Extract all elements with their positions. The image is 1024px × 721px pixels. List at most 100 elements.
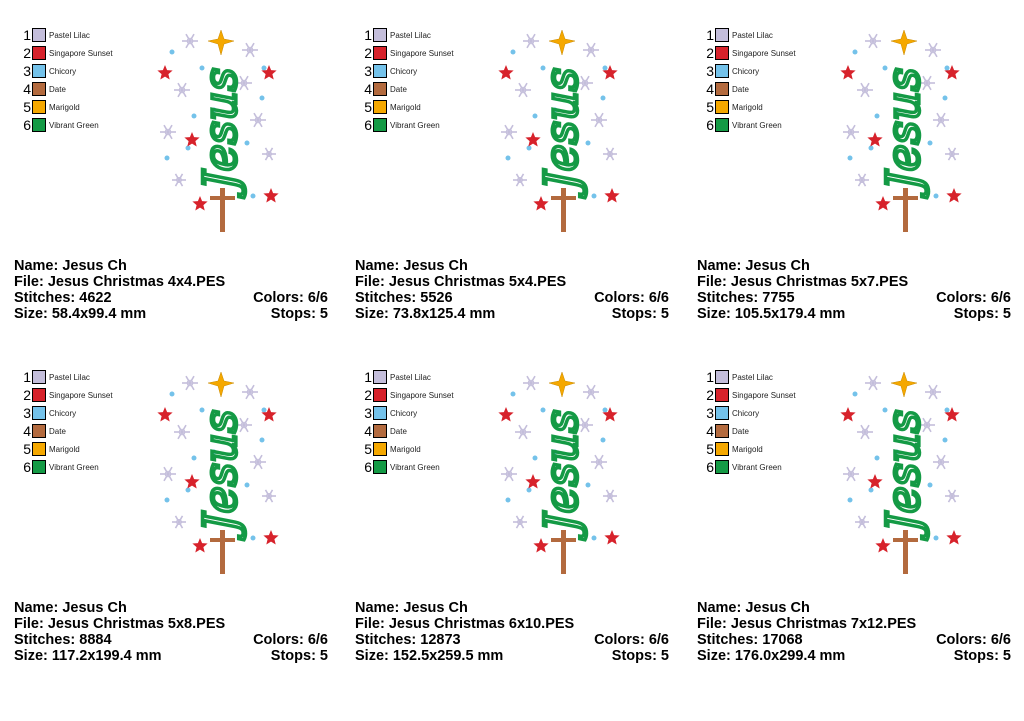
design-name: Name: Jesus Ch bbox=[14, 600, 127, 616]
color-name: Marigold bbox=[732, 444, 763, 454]
snowflake-icon bbox=[583, 42, 599, 58]
thread-color-row: 3 Chicory bbox=[361, 62, 454, 80]
snowflake-icon bbox=[513, 173, 527, 187]
bead-dot bbox=[882, 65, 888, 71]
color-number: 3 bbox=[364, 405, 372, 421]
bead-dot bbox=[250, 193, 256, 199]
color-number: 3 bbox=[364, 63, 372, 79]
bead-dot bbox=[894, 449, 900, 455]
stop-count: Stops: 5 bbox=[953, 306, 1011, 322]
bead-dot bbox=[510, 49, 516, 55]
snowflake-icon bbox=[603, 489, 617, 503]
color-name: Vibrant Green bbox=[49, 120, 99, 130]
color-swatch bbox=[373, 64, 387, 78]
thread-color-row: 6 Vibrant Green bbox=[703, 458, 796, 476]
color-number: 6 bbox=[706, 117, 714, 133]
snowflake-icon bbox=[857, 82, 873, 98]
thread-color-row: 2 Singapore Sunset bbox=[703, 44, 795, 62]
color-swatch bbox=[373, 370, 387, 384]
red-star-icon bbox=[946, 188, 962, 203]
red-star-icon bbox=[875, 196, 891, 211]
thread-color-row: 2 Singapore Sunset bbox=[20, 386, 112, 404]
color-count: Colors: 6/6 bbox=[594, 632, 669, 648]
cross-icon bbox=[903, 530, 908, 574]
jesus-lettering: Jesus bbox=[534, 409, 588, 540]
design-info: Name: Jesus Ch File: Jesus Christmas 7x1… bbox=[697, 600, 1011, 664]
bead-dot bbox=[847, 155, 853, 161]
bead-dot bbox=[933, 193, 939, 199]
snowflake-icon bbox=[250, 454, 266, 470]
bead-dot bbox=[199, 65, 205, 71]
design-name: Name: Jesus Ch bbox=[697, 258, 810, 274]
thread-color-row: 1 Pastel Lilac bbox=[703, 368, 796, 386]
thread-color-row: 4 Date bbox=[361, 80, 454, 98]
cross-icon bbox=[220, 188, 225, 232]
color-number: 6 bbox=[706, 459, 714, 475]
thread-color-row: 1 Pastel Lilac bbox=[361, 368, 454, 386]
embroidery-design-preview: Jesus bbox=[498, 371, 620, 574]
color-name: Vibrant Green bbox=[732, 462, 782, 472]
color-number: 4 bbox=[364, 423, 372, 439]
bead-dot bbox=[540, 407, 546, 413]
design-name: Name: Jesus Ch bbox=[14, 258, 127, 274]
cross-icon bbox=[903, 188, 908, 232]
snowflake-icon bbox=[945, 489, 959, 503]
color-name: Marigold bbox=[49, 444, 80, 454]
color-number: 1 bbox=[364, 369, 372, 385]
snowflake-icon bbox=[523, 375, 539, 391]
bead-dot bbox=[847, 497, 853, 503]
gold-star-icon bbox=[890, 371, 918, 398]
bead-dot bbox=[944, 65, 950, 71]
color-number: 1 bbox=[23, 369, 31, 385]
snowflake-icon bbox=[591, 112, 607, 128]
color-swatch bbox=[373, 388, 387, 402]
bead-dot bbox=[505, 155, 511, 161]
snowflake-icon bbox=[855, 173, 869, 187]
color-number: 1 bbox=[706, 27, 714, 43]
color-name: Marigold bbox=[390, 444, 421, 454]
color-number: 5 bbox=[23, 99, 31, 115]
color-number: 4 bbox=[706, 423, 714, 439]
snowflake-icon bbox=[855, 515, 869, 529]
snowflake-icon bbox=[262, 489, 276, 503]
color-name: Chicory bbox=[390, 408, 418, 418]
bead-dot bbox=[169, 391, 175, 397]
color-swatch bbox=[32, 46, 46, 60]
design-file: File: Jesus Christmas 5x7.PES bbox=[697, 274, 909, 290]
color-name: Pastel Lilac bbox=[49, 30, 90, 40]
color-swatch bbox=[715, 370, 729, 384]
bead-dot bbox=[600, 437, 606, 443]
red-star-icon bbox=[184, 132, 200, 147]
cross-icon bbox=[220, 530, 225, 574]
design-file: File: Jesus Christmas 7x12.PES bbox=[697, 616, 917, 632]
red-star-icon bbox=[263, 530, 279, 545]
bead-dot bbox=[552, 107, 558, 113]
thread-color-row: 2 Singapore Sunset bbox=[361, 44, 453, 62]
bead-dot bbox=[894, 107, 900, 113]
thread-color-row: 3 Chicory bbox=[20, 404, 113, 422]
gold-star-icon bbox=[207, 29, 235, 56]
thread-color-row: 3 Chicory bbox=[703, 404, 796, 422]
color-swatch bbox=[32, 118, 46, 132]
bead-dot bbox=[261, 65, 267, 71]
red-star-icon bbox=[533, 538, 549, 553]
snowflake-icon bbox=[242, 42, 258, 58]
stitch-count: Stitches: 7755 bbox=[697, 290, 795, 306]
snowflake-icon bbox=[603, 147, 617, 161]
color-number: 5 bbox=[23, 441, 31, 457]
bead-dot bbox=[927, 140, 933, 146]
snowflake-icon bbox=[515, 82, 531, 98]
bead-dot bbox=[532, 455, 538, 461]
red-star-icon bbox=[604, 188, 620, 203]
thread-color-row: 1 Pastel Lilac bbox=[20, 368, 113, 386]
thread-color-row: 5 Marigold bbox=[361, 98, 454, 116]
snowflake-icon bbox=[513, 515, 527, 529]
color-number: 5 bbox=[364, 441, 372, 457]
bead-dot bbox=[868, 487, 874, 493]
color-name: Vibrant Green bbox=[732, 120, 782, 130]
red-star-icon bbox=[533, 196, 549, 211]
color-name: Pastel Lilac bbox=[390, 30, 431, 40]
color-swatch bbox=[32, 64, 46, 78]
bead-dot bbox=[927, 482, 933, 488]
bead-dot bbox=[874, 113, 880, 119]
